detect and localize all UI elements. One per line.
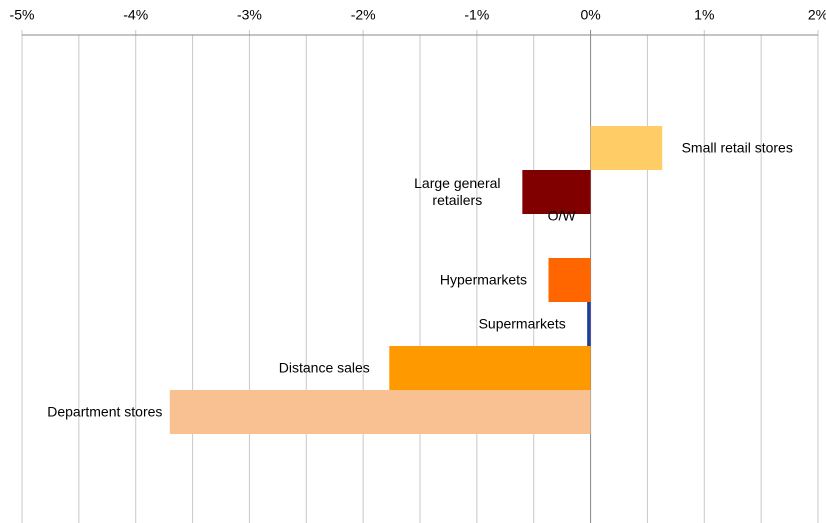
x-tick-label: 1% xyxy=(694,7,714,23)
category-label: Hypermarkets xyxy=(439,271,528,288)
x-tick-label: -1% xyxy=(464,7,489,23)
bar xyxy=(548,258,591,302)
x-tick-label: 0% xyxy=(580,7,600,23)
category-label: O/W xyxy=(547,207,576,224)
x-tick-label: -4% xyxy=(123,7,148,23)
x-tick-label: -2% xyxy=(351,7,376,23)
category-label: Small retail stores xyxy=(681,139,793,156)
bar xyxy=(522,170,591,214)
category-label: Department stores xyxy=(47,403,163,420)
category-label: Supermarkets xyxy=(478,315,566,332)
category-label: Large general retailers xyxy=(414,175,501,208)
bar xyxy=(389,346,591,390)
x-tick-label: -5% xyxy=(10,7,35,23)
bar xyxy=(169,390,591,434)
bar xyxy=(587,302,591,346)
x-tick-label: -3% xyxy=(237,7,262,23)
bar xyxy=(590,126,663,170)
x-tick-label: 2% xyxy=(808,7,826,23)
category-label: Distance sales xyxy=(278,359,370,376)
